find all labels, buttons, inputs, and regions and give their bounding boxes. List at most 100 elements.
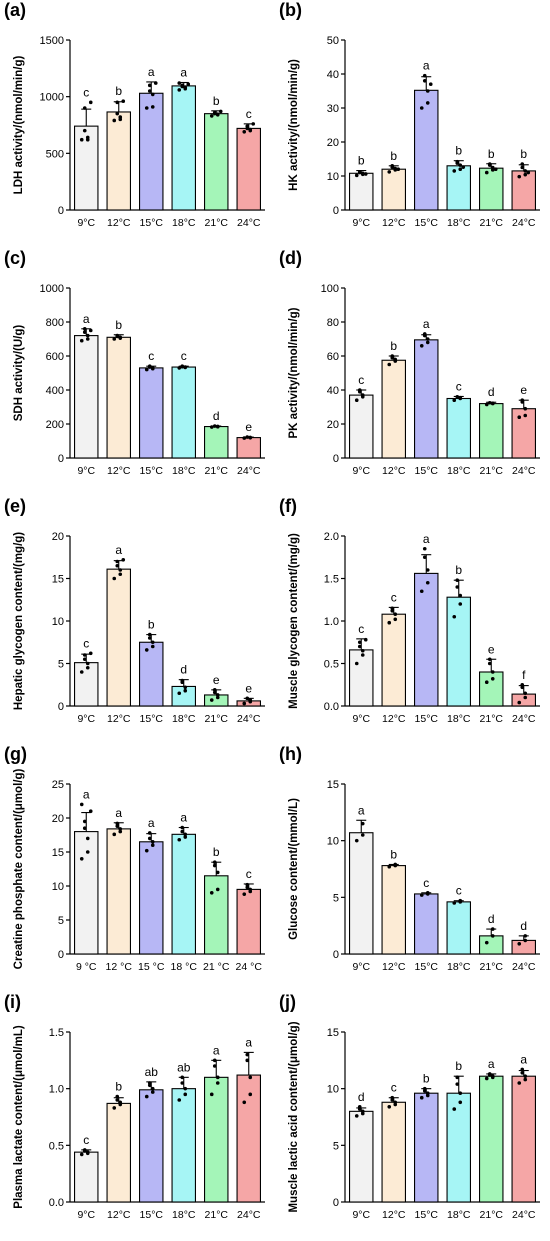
data-point: [490, 165, 495, 170]
bar-chart: 0 10 20 30 40 50 b 9°C b 12°C a 15°C b 18°C b 21°C b 24°C…: [288, 35, 540, 229]
bar: [479, 403, 504, 459]
data-point: [452, 1107, 457, 1111]
data-point: [118, 829, 123, 834]
bar: [511, 170, 537, 211]
data-point: [245, 435, 250, 439]
significance-letter: a: [148, 65, 155, 79]
data-point: [490, 677, 495, 681]
data-point: [458, 1100, 463, 1105]
bar: [106, 568, 132, 707]
data-point: [354, 173, 359, 178]
data-point: [458, 1091, 463, 1095]
x-tick-label: 24°C: [512, 713, 536, 725]
bar: [349, 394, 374, 459]
data-point: [484, 940, 489, 945]
bar: [414, 1092, 439, 1203]
bar: [381, 359, 407, 459]
bar: [414, 89, 439, 211]
panel-label: (d): [279, 248, 302, 268]
data-point: [393, 357, 398, 362]
chart-panel: (i) 0.0 0.5 1.0 1.5 c 9°C b 12°C ab 15°C ab 18°C a 21°…: [0, 992, 275, 1240]
data-point: [357, 1105, 362, 1109]
data-point: [455, 1075, 460, 1080]
chart-panel: (j) 0 5 10 15 d 9°C c 12°C b 15°C b 18°C a 21°C a 24°C Mu…: [275, 992, 550, 1240]
data-point: [422, 73, 427, 78]
y-tick-label: 10: [327, 171, 339, 183]
x-tick-label: 12°C: [107, 1209, 131, 1221]
data-point: [183, 685, 188, 690]
significance-letter: b: [115, 1080, 122, 1094]
bar-chart: 0.0 0.5 1.0 1.5 c 9°C b 12°C ab 15°C ab 18°C a 21°C a 2…: [13, 1025, 265, 1221]
data-point: [422, 1086, 427, 1091]
data-point: [177, 837, 182, 842]
data-point: [517, 415, 522, 419]
x-tick-label: 9°C: [77, 713, 95, 725]
x-tick-label: 24°C: [512, 961, 536, 973]
data-point: [79, 670, 84, 674]
x-tick-label: 9°C: [352, 713, 370, 725]
y-tick-label: 25: [52, 779, 64, 791]
data-point: [493, 167, 498, 171]
data-point: [212, 424, 217, 428]
x-tick-label: 12°C: [107, 217, 131, 229]
data-point: [422, 546, 427, 551]
significance-letter: e: [245, 420, 252, 434]
panel-label: (j): [279, 992, 296, 1012]
significance-letter: a: [423, 59, 430, 73]
x-tick-label: 18°C: [172, 217, 196, 229]
bar: [414, 339, 439, 459]
data-point: [180, 1075, 185, 1080]
bar: [204, 1076, 229, 1203]
x-tick-label: 18 °C: [171, 961, 198, 973]
data-point: [520, 685, 525, 690]
significance-letter: b: [488, 147, 495, 161]
data-point: [147, 632, 152, 637]
data-point: [112, 832, 117, 837]
y-tick-label: 20: [52, 813, 64, 825]
y-tick-label: 5: [333, 892, 339, 904]
x-tick-label: 9°C: [77, 465, 95, 477]
x-tick-label: 12°C: [382, 1209, 406, 1221]
data-point: [363, 637, 368, 642]
bar: [204, 113, 229, 211]
bar: [236, 437, 262, 459]
data-point: [248, 1092, 253, 1097]
y-axis-title: LDH activity/(nmol/min/g): [13, 56, 25, 195]
data-point: [422, 555, 427, 560]
data-point: [245, 1058, 250, 1063]
data-point: [118, 572, 123, 577]
bar-chart: 0 5 10 15 a 9°C b 12°C c 15°C c 18°C d 21°C d 24°C Gluco…: [288, 779, 540, 973]
data-point: [245, 885, 250, 890]
data-point: [150, 1090, 155, 1094]
data-point: [118, 335, 123, 340]
data-point: [419, 1095, 424, 1100]
data-point: [245, 1052, 250, 1057]
bar: [74, 125, 99, 211]
x-tick-label: 21°C: [205, 713, 229, 725]
data-point: [458, 593, 463, 598]
significance-letter: c: [391, 1081, 397, 1095]
x-tick-label: 18°C: [447, 713, 471, 725]
data-point: [455, 585, 460, 589]
bar: [74, 1151, 99, 1203]
data-point: [118, 827, 123, 831]
data-point: [150, 105, 155, 109]
data-point: [215, 424, 220, 429]
data-point: [363, 172, 368, 176]
panel-label: (e): [4, 496, 26, 516]
data-point: [419, 589, 424, 594]
data-point: [215, 695, 220, 700]
bar: [74, 831, 99, 955]
significance-letter: b: [390, 847, 397, 861]
y-tick-label: 15: [327, 779, 339, 791]
data-point: [177, 366, 182, 370]
y-tick-label: 50: [327, 35, 339, 47]
y-tick-label: 1000: [40, 283, 64, 295]
x-tick-label: 9°C: [352, 217, 370, 229]
data-point: [215, 1081, 220, 1085]
y-tick-label: 80: [327, 317, 339, 329]
y-tick-label: 1500: [40, 35, 64, 47]
y-tick-label: 2.0: [324, 531, 339, 543]
data-point: [242, 892, 247, 896]
data-point: [520, 682, 525, 687]
